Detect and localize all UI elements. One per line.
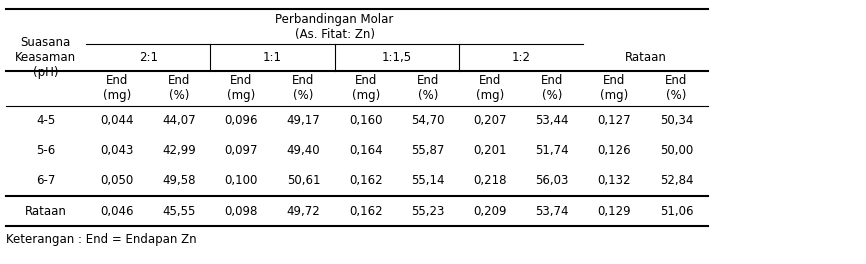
Text: 51,06: 51,06 bbox=[660, 205, 693, 218]
Text: 53,74: 53,74 bbox=[535, 205, 569, 218]
Text: End
(mg): End (mg) bbox=[475, 74, 504, 102]
Text: 0,098: 0,098 bbox=[224, 205, 258, 218]
Text: 49,72: 49,72 bbox=[287, 205, 320, 218]
Text: 0,207: 0,207 bbox=[473, 114, 507, 128]
Text: 0,162: 0,162 bbox=[349, 175, 383, 187]
Text: 0,100: 0,100 bbox=[224, 175, 258, 187]
Text: End
(mg): End (mg) bbox=[227, 74, 255, 102]
Text: End
(%): End (%) bbox=[417, 74, 439, 102]
Text: 52,84: 52,84 bbox=[660, 175, 693, 187]
Text: 1:1,5: 1:1,5 bbox=[382, 51, 412, 64]
Text: 45,55: 45,55 bbox=[163, 205, 196, 218]
Text: 0,097: 0,097 bbox=[224, 144, 258, 157]
Text: End
(%): End (%) bbox=[665, 74, 688, 102]
Text: Rataan: Rataan bbox=[624, 51, 666, 64]
Text: 1:2: 1:2 bbox=[512, 51, 531, 64]
Text: 50,34: 50,34 bbox=[660, 114, 693, 128]
Text: 53,44: 53,44 bbox=[535, 114, 569, 128]
Text: End
(%): End (%) bbox=[293, 74, 314, 102]
Text: 0,201: 0,201 bbox=[473, 144, 507, 157]
Text: 0,127: 0,127 bbox=[598, 114, 631, 128]
Text: 49,58: 49,58 bbox=[163, 175, 196, 187]
Text: 0,164: 0,164 bbox=[349, 144, 383, 157]
Text: 56,03: 56,03 bbox=[535, 175, 569, 187]
Text: Suasana
Keasaman
(pH): Suasana Keasaman (pH) bbox=[16, 36, 76, 79]
Text: Rataan: Rataan bbox=[25, 205, 67, 218]
Text: 6-7: 6-7 bbox=[36, 175, 55, 187]
Text: 55,14: 55,14 bbox=[411, 175, 444, 187]
Text: End
(%): End (%) bbox=[541, 74, 563, 102]
Text: 0,044: 0,044 bbox=[100, 114, 134, 128]
Text: 0,209: 0,209 bbox=[473, 205, 507, 218]
Text: 5-6: 5-6 bbox=[36, 144, 55, 157]
Text: 0,050: 0,050 bbox=[100, 175, 133, 187]
Text: 2:1: 2:1 bbox=[139, 51, 158, 64]
Text: End
(%): End (%) bbox=[168, 74, 191, 102]
Text: Perbandingan Molar
(As. Fitat: Zn): Perbandingan Molar (As. Fitat: Zn) bbox=[275, 13, 394, 41]
Text: 50,00: 50,00 bbox=[660, 144, 693, 157]
Text: 49,40: 49,40 bbox=[287, 144, 320, 157]
Text: 0,160: 0,160 bbox=[349, 114, 383, 128]
Text: End
(mg): End (mg) bbox=[352, 74, 380, 102]
Text: 55,23: 55,23 bbox=[411, 205, 444, 218]
Text: 1:1: 1:1 bbox=[263, 51, 282, 64]
Text: 49,17: 49,17 bbox=[287, 114, 320, 128]
Text: 0,162: 0,162 bbox=[349, 205, 383, 218]
Text: 0,132: 0,132 bbox=[598, 175, 631, 187]
Text: 0,129: 0,129 bbox=[598, 205, 631, 218]
Text: 0,096: 0,096 bbox=[224, 114, 258, 128]
Text: 4-5: 4-5 bbox=[36, 114, 55, 128]
Text: 50,61: 50,61 bbox=[287, 175, 320, 187]
Text: 0,218: 0,218 bbox=[473, 175, 507, 187]
Text: End
(mg): End (mg) bbox=[600, 74, 629, 102]
Text: 55,87: 55,87 bbox=[411, 144, 444, 157]
Text: 54,70: 54,70 bbox=[411, 114, 444, 128]
Text: 0,043: 0,043 bbox=[100, 144, 133, 157]
Text: 51,74: 51,74 bbox=[535, 144, 569, 157]
Text: Keterangan : End = Endapan Zn: Keterangan : End = Endapan Zn bbox=[6, 233, 197, 246]
Text: 0,046: 0,046 bbox=[100, 205, 134, 218]
Text: End
(mg): End (mg) bbox=[103, 74, 131, 102]
Text: 44,07: 44,07 bbox=[163, 114, 196, 128]
Text: 42,99: 42,99 bbox=[162, 144, 196, 157]
Text: 0,126: 0,126 bbox=[598, 144, 631, 157]
